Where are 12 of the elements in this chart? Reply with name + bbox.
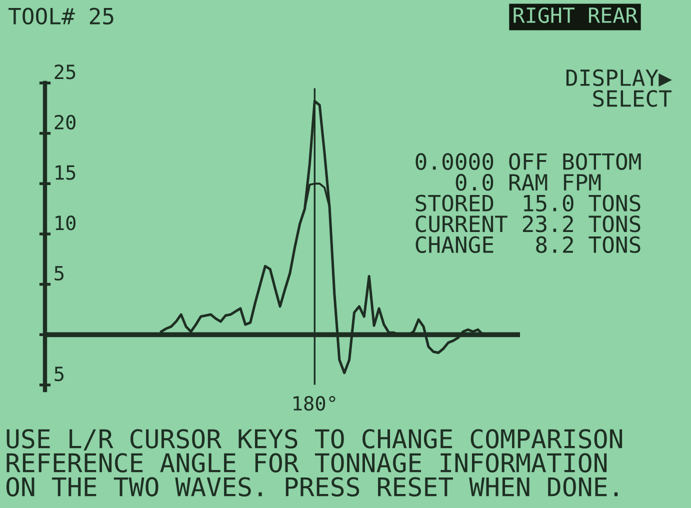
text: DISPLAY▶ SELECT xyxy=(566,69,672,107)
y-tick-label: 5 xyxy=(54,266,64,281)
y-tick-label: 20 xyxy=(54,114,76,130)
y-tick-label: 10 xyxy=(56,216,76,230)
y-tick-label: 25 xyxy=(54,64,76,80)
text: RIGHT REAR xyxy=(514,7,638,24)
chart-title: TOOL# 25 xyxy=(8,8,114,25)
annotation: 0.0000 OFF BOTTOM 0.0 RAM FPM STORED 15.0 TONS CURRENT 23.2 TONS CHANGE 8.2 TONS xyxy=(416,153,641,254)
text: USE L/R CURSOR KEYS TO CHANGE COMPARISON REFERENCE ANGLE FOR TONNAGE INFORMATION ON THE TWO WAVES. PRESS RESET WHEN DONE. xyxy=(6,429,622,497)
x-tick-label: 180° xyxy=(294,396,336,411)
y-tick-label: 15 xyxy=(56,165,76,180)
y-tick-label: 5 xyxy=(54,366,64,382)
